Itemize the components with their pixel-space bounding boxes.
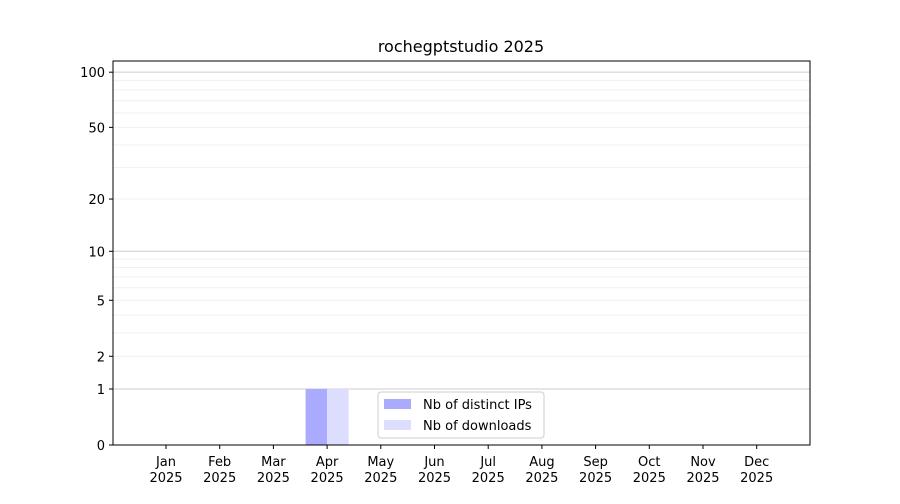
- y-tick-label: 5: [97, 294, 105, 309]
- chart-title: rochegptstudio 2025: [378, 37, 544, 56]
- x-tick-label: Nov 2025: [686, 455, 719, 486]
- legend-swatch: [384, 420, 411, 430]
- x-axis: Jan 2025 Feb 2025 Mar 2025 Apr 2025 May 2025 Jun 20…: [149, 445, 773, 486]
- legend-label: Nb of downloads: [423, 419, 532, 434]
- y-tick-label: 50: [88, 121, 105, 136]
- x-tick-label: Jul 2025: [472, 455, 505, 486]
- x-tick-label: Sep 2025: [579, 455, 612, 486]
- legend-box: [377, 391, 545, 439]
- x-tick-label: Feb 2025: [203, 455, 236, 486]
- y-tick-label: 1: [97, 383, 105, 398]
- plot-frame: [112, 60, 811, 446]
- x-tick-label: Oct 2025: [633, 455, 666, 486]
- bar-distinct-ips: [305, 389, 328, 445]
- y-tick-label: 2: [97, 350, 105, 365]
- y-tick-label: 20: [88, 193, 105, 208]
- y-tick-label: 100: [80, 66, 105, 81]
- legend-label: Nb of distinct IPs: [423, 398, 532, 413]
- bars: [305, 389, 349, 445]
- x-tick-label: May 2025: [364, 455, 397, 486]
- grid: [113, 71, 810, 390]
- y-tick-label: 10: [88, 245, 105, 260]
- bar-downloads: [327, 389, 349, 445]
- x-tick-label: Jan 2025: [149, 455, 182, 486]
- legend: Nb of distinct IPs Nb of downloads: [377, 391, 545, 439]
- x-tick-label: Dec 2025: [740, 455, 773, 486]
- y-axis: 0 1 2 5 10 20 50 100: [80, 66, 113, 454]
- x-tick-label: Mar 2025: [257, 455, 290, 486]
- x-tick-label: Jun 2025: [418, 455, 451, 486]
- legend-swatch: [384, 399, 411, 409]
- y-tick-label: 0: [97, 439, 105, 454]
- x-tick-label: Aug 2025: [525, 455, 558, 486]
- x-tick-label: Apr 2025: [311, 455, 344, 486]
